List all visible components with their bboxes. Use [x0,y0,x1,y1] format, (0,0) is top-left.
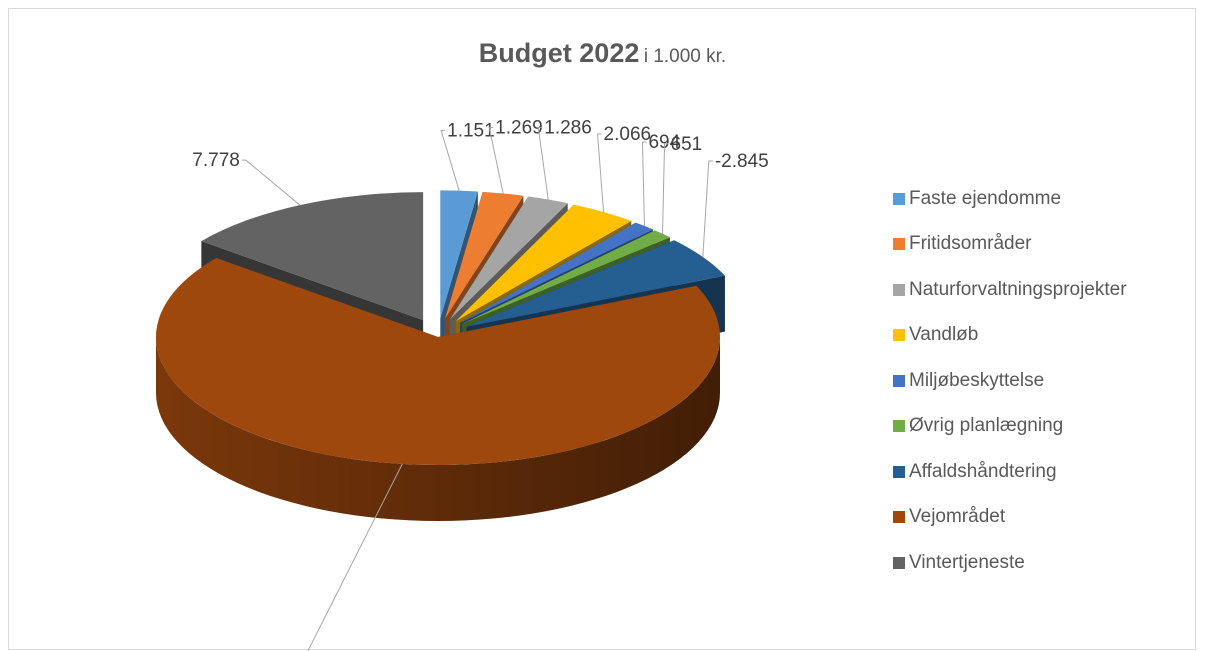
data-label: 651 [671,134,703,155]
legend-label: Vandløb [909,324,979,346]
legend-item: Vandløb [893,313,1193,359]
legend-swatch [893,511,905,524]
leader-line [702,160,713,257]
legend-item: Fritidsområder [893,222,1193,268]
data-label: 694 [648,132,680,153]
pie-slice [460,222,653,323]
legend-label: Faste ejendomme [909,187,1062,209]
legend-label: Naturforvaltningsprojekter [909,278,1127,300]
data-label: 1.286 [544,118,592,139]
legend-swatch [893,283,905,296]
leader-line [488,126,504,194]
slice-side [156,337,720,521]
leader-line [241,159,301,206]
data-labels: 1.1511.2691.2862.066694651-2.84536.2587.… [192,117,769,651]
leader-line [662,143,669,234]
legend-item: Affaldshåndtering [893,449,1193,495]
data-label: 1.151 [447,121,495,142]
data-label: -2.845 [715,151,769,172]
legend-item: Vejområdet [893,495,1193,541]
legend-item: Vintertjeneste [893,540,1193,586]
legend-swatch [893,556,905,569]
legend-item: Naturforvaltningsprojekter [893,267,1193,313]
legend: Faste ejendomme Fritidsområder Naturforval… [893,176,1193,586]
chart-title-main: Budget 2022 [478,38,640,68]
pie-slice [462,230,670,324]
legend-label: Vejområdet [909,506,1006,528]
legend-item: Miljøbeskyttelse [893,358,1193,404]
pie-tops [155,190,725,465]
pie-slice [445,191,524,319]
legend-label: Vintertjeneste [909,551,1025,573]
legend-swatch [893,329,905,342]
data-label: 7.778 [192,150,240,171]
chart-title-unit: i 1.000 kr. [643,46,727,67]
legend-item: Øvrig planlægning [893,404,1193,450]
pie-slice [440,190,478,319]
pie-slice [455,204,632,322]
leader-line [307,463,403,651]
leader-line [641,141,647,226]
data-label: 2.066 [604,124,652,145]
chart-title: Budget 2022 i 1.000 kr. [0,38,1205,69]
leader-line [440,130,460,191]
legend-label: Øvrig planlægning [909,415,1064,437]
pie-slice [449,196,568,320]
legend-swatch [893,420,905,433]
pie-slice [466,240,725,327]
legend-swatch [893,465,905,478]
pie-slice [155,257,720,465]
legend-label: Miljøbeskyttelse [909,369,1045,391]
leader-line [537,127,549,200]
legend-label: Affaldshåndtering [909,460,1057,482]
legend-swatch [893,192,905,205]
leader-line [597,133,605,213]
pie-slice [201,192,424,321]
legend-swatch [893,374,905,387]
legend-swatch [893,238,905,251]
legend-item: Faste ejendomme [893,176,1193,222]
legend-label: Fritidsområder [909,233,1032,255]
data-label: 1.269 [495,117,543,138]
